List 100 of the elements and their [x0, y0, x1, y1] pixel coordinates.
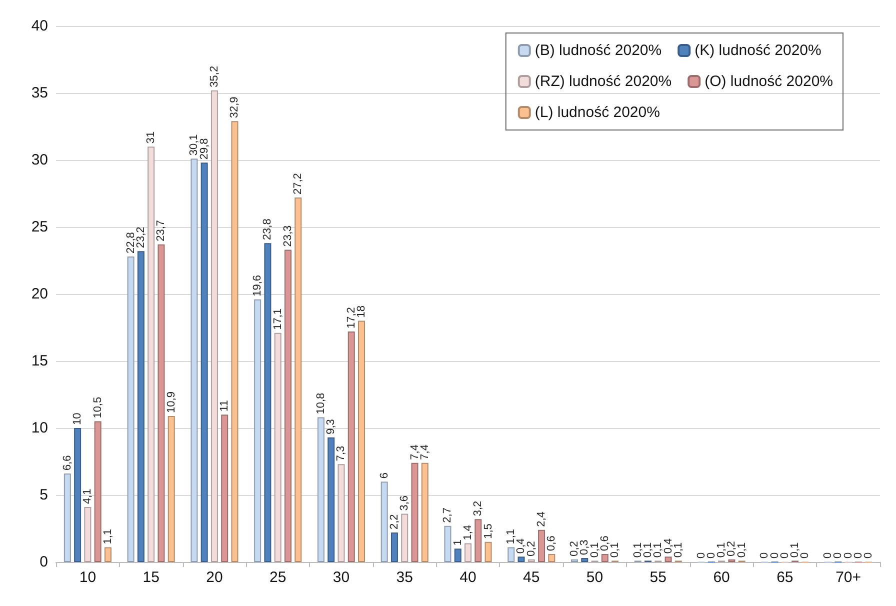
bar [210, 90, 218, 562]
data-label: 6,6 [61, 455, 74, 471]
data-label: 31 [145, 131, 158, 144]
data-label: 3,6 [398, 495, 411, 511]
bar [348, 332, 355, 562]
data-label: 23,2 [134, 226, 147, 248]
data-label: 0,4 [515, 538, 528, 554]
bar [548, 554, 556, 562]
bar [380, 482, 388, 562]
bar [358, 320, 365, 562]
data-label: 0,1 [588, 542, 601, 558]
data-label: 0,2 [726, 541, 738, 556]
data-label: 27,2 [292, 173, 304, 195]
data-label: 0,4 [662, 538, 674, 554]
data-label: 19,6 [252, 274, 264, 296]
data-label: 0,3 [578, 540, 591, 555]
data-label: 17,1 [272, 308, 284, 330]
data-label: 0,6 [546, 536, 558, 551]
y-tick-label: 30 [31, 152, 48, 168]
y-tick-label: 20 [31, 286, 48, 302]
bar [508, 547, 515, 562]
bar [294, 198, 302, 562]
bar [454, 548, 462, 562]
data-label: 0 [832, 552, 844, 558]
x-tick-label: 30 [332, 569, 350, 586]
x-tick-label: 20 [206, 569, 223, 586]
data-label: 0 [705, 552, 718, 558]
bar [64, 474, 71, 562]
bar [444, 526, 452, 562]
data-label: 1,1 [102, 528, 114, 544]
bar [421, 462, 428, 562]
bar [328, 437, 335, 562]
data-label: 2,2 [388, 514, 400, 530]
bar [664, 556, 672, 562]
data-label: 10 [72, 412, 84, 425]
data-label: 22,8 [124, 232, 137, 254]
data-label: 9,3 [325, 419, 338, 434]
data-label: 1,5 [482, 524, 494, 539]
y-tick-label: 25 [31, 218, 48, 236]
x-tick-label: 70+ [836, 569, 862, 586]
bar [231, 121, 238, 562]
y-tick-label: 5 [40, 486, 48, 504]
bar [464, 543, 472, 562]
legend-label: (RZ) ludność 2020% [534, 73, 672, 90]
bar [538, 530, 546, 562]
data-label: 23,3 [282, 225, 294, 247]
bar [74, 428, 82, 562]
data-label: 7,4 [418, 444, 431, 460]
data-label: 0 [842, 552, 854, 558]
data-label: 0,1 [652, 542, 664, 558]
data-label: 0,1 [642, 542, 654, 558]
legend-label: (O) ludność 2020% [704, 73, 834, 90]
bar [148, 146, 155, 562]
bar [84, 507, 92, 562]
y-tick-label: 35 [31, 84, 48, 102]
data-label: 23,7 [155, 220, 168, 242]
data-label: 10,8 [314, 392, 327, 414]
bar [484, 542, 492, 562]
y-tick-label: 10 [31, 420, 48, 436]
bar [411, 462, 418, 562]
bar [137, 251, 144, 562]
x-tick-label: 10 [79, 569, 96, 586]
data-label: 1 [452, 539, 464, 546]
bar [254, 299, 262, 562]
x-tick-label: 55 [650, 569, 666, 586]
data-label: 18 [356, 306, 368, 318]
bar [401, 514, 408, 562]
data-label: 35,2 [208, 66, 220, 88]
data-label: 0,1 [609, 542, 622, 558]
data-label: 23,8 [262, 218, 274, 240]
data-label: 1,4 [462, 524, 474, 540]
data-label: 1,1 [505, 528, 518, 544]
bar [317, 417, 324, 562]
data-label: 0 [852, 552, 864, 558]
data-label: 17,2 [345, 307, 358, 329]
data-label: 10,9 [165, 392, 178, 413]
legend-label: (K) ludność 2020% [694, 42, 822, 59]
bar [104, 547, 112, 562]
bar [190, 158, 198, 562]
data-label: 4,1 [82, 488, 94, 504]
data-label: 0,1 [736, 542, 748, 558]
bar [581, 558, 588, 562]
x-tick-label: 35 [396, 569, 413, 586]
bar [601, 554, 608, 562]
y-tick-label: 0 [40, 554, 48, 570]
y-tick-label: 40 [31, 18, 48, 34]
data-label: 0,1 [789, 542, 802, 558]
bar [284, 250, 292, 562]
x-tick-label: 60 [713, 569, 730, 586]
data-label: 32,9 [228, 96, 241, 118]
bar [168, 416, 175, 562]
data-label: 3,2 [472, 500, 484, 516]
bar [127, 256, 134, 562]
data-label: 7,4 [408, 444, 421, 460]
data-label: 0,2 [568, 541, 580, 556]
bar [221, 414, 228, 562]
bar [158, 244, 165, 562]
data-label: 0 [758, 552, 771, 558]
data-label: 0,1 [716, 542, 728, 558]
data-label: 30,1 [188, 134, 200, 156]
